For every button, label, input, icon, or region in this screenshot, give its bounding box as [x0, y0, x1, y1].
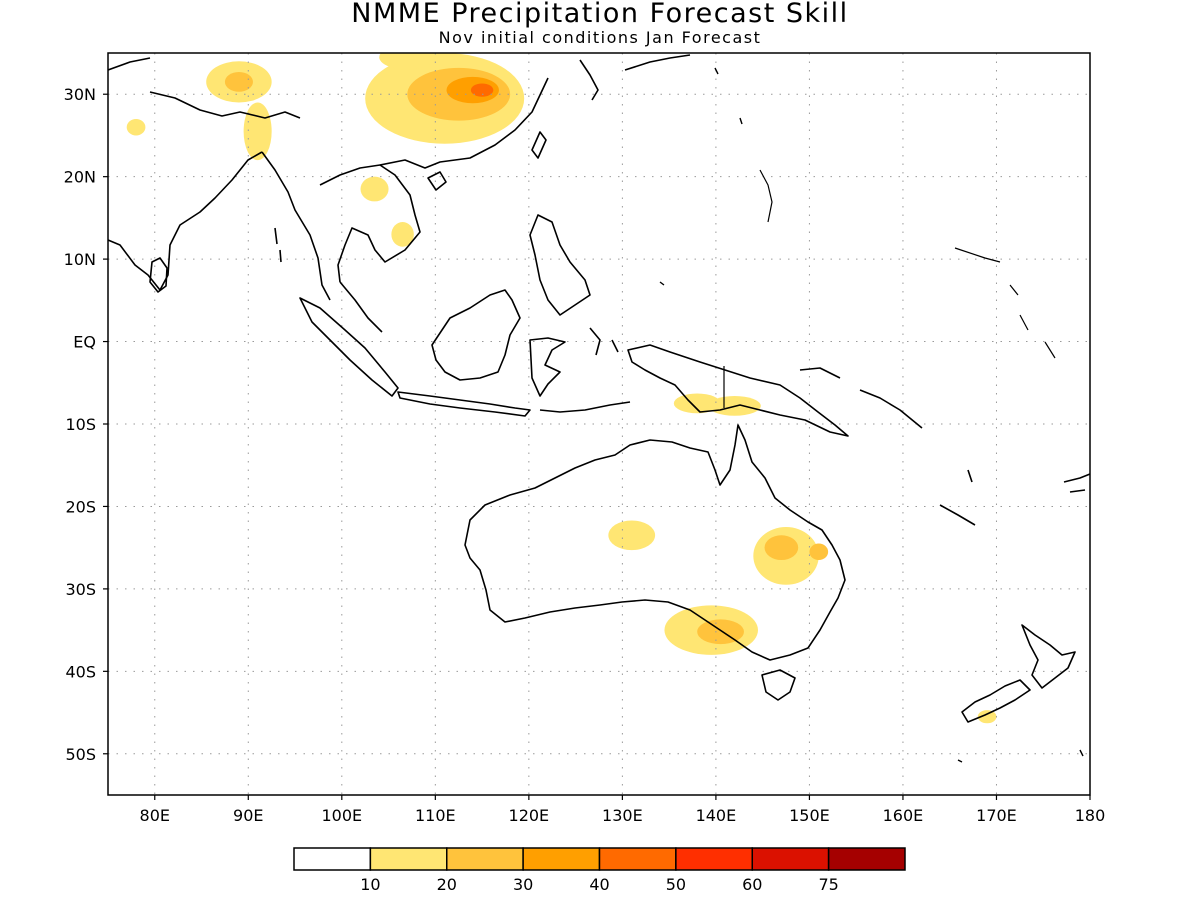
- plot-frame: [107, 52, 1091, 796]
- colorbar-label-10: 10: [360, 875, 380, 894]
- coastlines: [108, 54, 1090, 763]
- colorbar-label-30: 30: [513, 875, 533, 894]
- border-himalaya: [149, 91, 301, 119]
- xtick-label-150: 150E: [789, 806, 830, 825]
- coastline-moluccas: [589, 327, 619, 356]
- coastline-myanmar: [261, 151, 331, 301]
- colorbar: 10 20 30 40 50 60 75: [293, 847, 906, 894]
- coastline-micronesia: [759, 169, 1056, 359]
- xtick-label-170: 170E: [976, 806, 1017, 825]
- coastline-china-south: [379, 77, 549, 169]
- ytick-label-30: 30N: [64, 85, 96, 104]
- coastline-hainan: [427, 171, 447, 191]
- skill-region-16: [809, 543, 829, 561]
- colorbar-swatch-1: [369, 847, 448, 871]
- xtick-label-80: 80E: [140, 806, 170, 825]
- xtick-label-140: 140E: [696, 806, 737, 825]
- coastline-malay: [339, 281, 383, 333]
- coastline-taiwan: [531, 131, 547, 159]
- coastline-new-guinea: [627, 344, 849, 437]
- coastline-korea: [579, 59, 599, 101]
- coastline-new-caledonia: [939, 469, 976, 526]
- skill-region-13: [224, 71, 253, 92]
- colorbar-swatch-5: [675, 847, 753, 871]
- skill-region-5: [360, 176, 389, 202]
- colorbar-label-50: 50: [666, 875, 686, 894]
- map-subtitle: Nov initial conditions Jan Forecast: [438, 28, 762, 47]
- coastline-sulawesi: [529, 337, 566, 397]
- skill-region-3: [379, 53, 436, 70]
- xtick-label-130: 130E: [602, 806, 643, 825]
- colorbar-swatch-2: [446, 847, 524, 871]
- coastline-australia: [464, 424, 846, 661]
- coastline-pacific-specks: [659, 67, 1084, 763]
- coastline-andaman: [274, 227, 282, 263]
- ytick-label--10: 10S: [65, 415, 96, 434]
- coastline-nz-north: [1021, 624, 1076, 689]
- coastline-java: [397, 391, 531, 417]
- longitude-axis: 80E 90E 100E 110E 120E 130E 140E 150E 160E 170E 18…: [140, 795, 1106, 825]
- coastline-philippines: [529, 214, 591, 316]
- colorbar-label-60: 60: [742, 875, 762, 894]
- ytick-label--30: 30S: [65, 580, 96, 599]
- coastline-bismarck: [799, 367, 923, 429]
- coastline-sumatra: [299, 297, 399, 397]
- xtick-label-180: 180: [1075, 806, 1106, 825]
- coastline-sri-lanka: [149, 257, 168, 293]
- xtick-label-110: 110E: [415, 806, 456, 825]
- skill-region-1: [243, 102, 272, 161]
- latitude-axis: 30N 20N 10N EQ 10S 20S 30S 40S 50S: [64, 85, 108, 764]
- ytick-label--50: 50S: [65, 745, 96, 764]
- coastline-indochina: [319, 164, 421, 283]
- colorbar-swatch-4: [598, 847, 677, 871]
- ytick-label-10: 10N: [64, 250, 96, 269]
- colorbar-label-75: 75: [818, 875, 838, 894]
- border-north: [108, 57, 151, 71]
- skill-region-19: [470, 83, 494, 97]
- colorbar-swatch-6: [751, 847, 830, 871]
- map-title: NMME Precipitation Forecast Skill: [351, 0, 849, 29]
- coastline-india: [108, 151, 263, 291]
- ytick-label-0: EQ: [73, 333, 96, 352]
- skill-region-4: [391, 222, 414, 247]
- ytick-label-20: 20N: [64, 168, 96, 187]
- coastline-nz-south: [961, 679, 1031, 723]
- coastline-tasmania: [761, 669, 796, 701]
- ytick-label--20: 20S: [65, 497, 96, 516]
- colorbar-swatch-7: [827, 847, 906, 871]
- ytick-label--40: 40S: [65, 662, 96, 681]
- coastline-lesser-sunda: [539, 401, 631, 413]
- skill-region-15: [764, 535, 799, 561]
- xtick-label-90: 90E: [233, 806, 263, 825]
- coastline-fiji: [1063, 473, 1090, 493]
- colorbar-swatch-0: [293, 847, 372, 871]
- skill-shading-layer: [126, 53, 997, 724]
- xtick-label-100: 100E: [321, 806, 362, 825]
- xtick-label-120: 120E: [509, 806, 550, 825]
- colorbar-label-20: 20: [437, 875, 457, 894]
- lat-lon-grid: [108, 53, 1090, 795]
- coastline-japan: [624, 54, 691, 71]
- xtick-label-160: 160E: [883, 806, 924, 825]
- skill-region-12: [977, 710, 997, 724]
- skill-region-9: [608, 520, 656, 551]
- skill-region-7: [673, 393, 721, 414]
- skill-region-6: [126, 118, 146, 136]
- colorbar-swatch-3: [522, 847, 601, 871]
- coastline-borneo: [431, 289, 521, 381]
- colorbar-label-40: 40: [589, 875, 609, 894]
